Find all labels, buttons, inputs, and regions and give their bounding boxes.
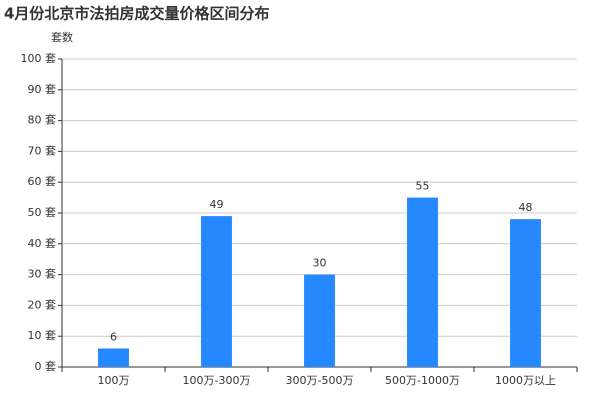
y-axis-label: 套数	[51, 31, 73, 44]
y-tick-label: 100 套	[21, 52, 57, 65]
bar	[407, 197, 438, 367]
bar	[98, 348, 129, 367]
y-tick-label: 20 套	[28, 298, 57, 311]
data-label: 55	[416, 180, 430, 193]
bar	[304, 274, 335, 367]
data-label: 30	[313, 257, 327, 270]
data-label: 48	[519, 201, 533, 214]
x-tick-label: 100万	[98, 374, 130, 387]
y-tick-label: 30 套	[28, 268, 57, 281]
y-tick-label: 50 套	[28, 206, 57, 219]
data-label: 49	[210, 198, 224, 211]
bar	[201, 216, 232, 367]
x-tick-label: 100万-300万	[183, 374, 251, 387]
y-tick-label: 90 套	[28, 83, 57, 96]
x-tick-label: 500万-1000万	[385, 374, 460, 387]
y-tick-label: 0 套	[35, 360, 57, 373]
bar	[510, 219, 541, 367]
y-tick-label: 70 套	[28, 144, 57, 157]
chart-title: 4月份北京市法拍房成交量价格区间分布	[4, 5, 269, 23]
x-tick-label: 300万-500万	[286, 374, 354, 387]
y-tick-label: 10 套	[28, 329, 57, 342]
y-tick-label: 40 套	[28, 237, 57, 250]
y-tick-label: 60 套	[28, 175, 57, 188]
data-label: 6	[110, 331, 117, 344]
x-tick-label: 1000万以上	[495, 374, 556, 387]
y-tick-label: 80 套	[28, 114, 57, 127]
